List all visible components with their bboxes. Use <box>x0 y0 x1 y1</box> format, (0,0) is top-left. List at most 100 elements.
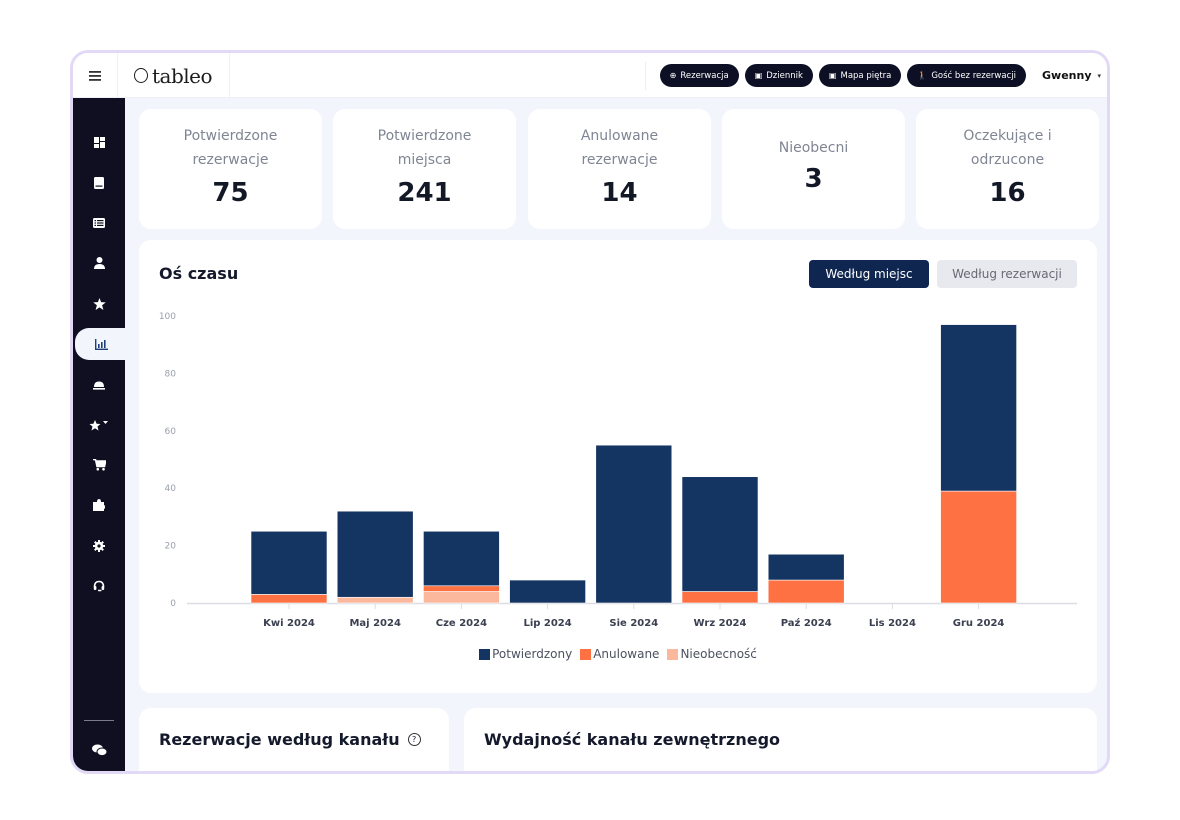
bar-segment-potwierdzony[interactable] <box>251 531 327 594</box>
stat-label: Potwierdzone miejsca <box>333 124 516 172</box>
x-tick-label: Kwi 2024 <box>263 618 315 629</box>
bar-segment-anulowane[interactable] <box>423 586 499 592</box>
top-actions: ⊕ Rezerwacja ▣ Dziennik ▣ Mapa piętra 🚶 … <box>645 53 1101 98</box>
bar-segment-potwierdzony[interactable] <box>941 325 1017 491</box>
divider <box>645 62 646 90</box>
logo-circle-icon <box>134 68 148 83</box>
channels-card: Rezerwacje według kanału ? <box>139 708 449 774</box>
diary-button[interactable]: ▣ Dziennik <box>745 64 813 87</box>
bar-segment-nieobecność[interactable] <box>423 592 499 603</box>
floor-map-label: Mapa piętra <box>840 71 891 81</box>
sidebar-item-book[interactable] <box>73 169 125 197</box>
channels-title-text: Rezerwacje według kanału <box>159 730 400 749</box>
y-tick-label: 80 <box>165 369 177 379</box>
bar-segment-potwierdzony[interactable] <box>682 477 758 592</box>
help-icon[interactable]: ? <box>408 733 421 746</box>
list-icon <box>93 218 105 228</box>
menu-button[interactable] <box>73 53 118 98</box>
top-bar: tableo ⊕ Rezerwacja ▣ Dziennik ▣ Mapa pi… <box>73 53 1107 98</box>
stat-value: 3 <box>722 164 905 194</box>
legend-swatch <box>580 649 591 660</box>
bar-segment-anulowane[interactable] <box>941 491 1017 603</box>
user-name: Gwenny <box>1042 69 1091 82</box>
bar-segment-potwierdzony[interactable] <box>423 531 499 586</box>
new-reservation-label: Rezerwacja <box>680 71 728 81</box>
bar-segment-anulowane[interactable] <box>768 580 844 603</box>
hamburger-icon <box>89 71 101 81</box>
diary-label: Dziennik <box>766 71 803 81</box>
sidebar-item-chat[interactable] <box>73 736 125 764</box>
legend-item-cancelled[interactable]: Anulowane <box>580 647 659 661</box>
sidebar-item-shop[interactable] <box>73 451 125 479</box>
sidebar <box>73 98 125 771</box>
x-tick-label: Lip 2024 <box>523 618 571 629</box>
bar-segment-anulowane[interactable] <box>682 592 758 603</box>
star-icon <box>93 298 106 310</box>
bar-segment-potwierdzony[interactable] <box>596 445 672 603</box>
user-icon <box>94 257 105 269</box>
bar-segment-anulowane[interactable] <box>251 594 327 603</box>
sidebar-item-reports[interactable] <box>75 328 127 360</box>
legend-item-confirmed[interactable]: Potwierdzony <box>479 647 572 661</box>
sidebar-item-support[interactable] <box>73 572 125 600</box>
external-channel-title: Wydajność kanału zewnętrznego <box>484 730 780 749</box>
y-tick-label: 60 <box>165 427 177 437</box>
x-tick-label: Lis 2024 <box>869 618 916 629</box>
walk-in-button[interactable]: 🚶 Gość bez rezerwacji <box>907 64 1026 87</box>
floor-map-button[interactable]: ▣ Mapa piętra <box>819 64 901 87</box>
stat-value: 16 <box>916 178 1099 208</box>
sidebar-item-favorites[interactable] <box>73 411 125 439</box>
bar-chart-icon <box>95 339 108 350</box>
sidebar-item-list[interactable] <box>73 209 125 237</box>
external-channel-card: Wydajność kanału zewnętrznego <box>464 708 1097 774</box>
x-tick-label: Wrz 2024 <box>694 618 747 629</box>
stat-card-confirmed-seats: Potwierdzone miejsca 241 <box>333 109 516 229</box>
sidebar-item-guests[interactable] <box>73 249 125 277</box>
sidebar-item-reviews[interactable] <box>73 290 125 318</box>
service-bell-icon <box>93 380 105 390</box>
bar-segment-nieobecność[interactable] <box>337 597 413 603</box>
x-tick-label: Paź 2024 <box>781 617 832 629</box>
chat-bubbles-icon <box>92 744 107 756</box>
cart-icon <box>93 459 106 471</box>
app-window: tableo ⊕ Rezerwacja ▣ Dziennik ▣ Mapa pi… <box>70 50 1110 774</box>
stat-label: Oczekujące i odrzucone <box>916 124 1099 172</box>
star-dropdown-icon <box>89 419 109 431</box>
sidebar-item-service[interactable] <box>73 371 125 399</box>
dashboard-icon <box>94 137 105 148</box>
legend-item-no-show[interactable]: Nieobecność <box>667 647 756 661</box>
timeline-card: 0 20 40 60 80 100 Kwi 2024 Maj 2024 Cze 2024 Lip … <box>139 240 1097 693</box>
stat-card-cancelled: Anulowane rezerwacje 14 <box>528 109 711 229</box>
sidebar-item-settings[interactable] <box>73 532 125 560</box>
y-tick-label: 0 <box>170 599 176 609</box>
floor-map-icon: ▣ <box>829 72 837 80</box>
stat-card-pending-rejected: Oczekujące i odrzucone 16 <box>916 109 1099 229</box>
stat-card-confirmed-reservations: Potwierdzone rezerwacje 75 <box>139 109 322 229</box>
sidebar-divider <box>84 720 114 721</box>
puzzle-icon <box>93 499 105 511</box>
new-reservation-button[interactable]: ⊕ Rezerwacja <box>660 64 739 87</box>
timeline-chart: 0 20 40 60 80 100 Kwi 2024 Maj 2024 Cze 2024 Lip … <box>139 240 1097 693</box>
x-tick-label: Sie 2024 <box>609 618 658 629</box>
by-seats-toggle[interactable]: Według miejsc <box>809 260 929 288</box>
x-tick-label: Gru 2024 <box>953 618 1005 629</box>
bar-segment-potwierdzony[interactable] <box>768 554 844 580</box>
y-tick-label: 20 <box>165 542 177 552</box>
x-tick-label: Maj 2024 <box>349 618 400 629</box>
bar-segment-potwierdzony[interactable] <box>337 511 413 597</box>
channels-title: Rezerwacje według kanału ? <box>159 730 421 749</box>
stat-value: 14 <box>528 178 711 208</box>
stat-value: 241 <box>333 178 516 208</box>
sidebar-item-dashboard[interactable] <box>73 128 125 156</box>
legend-label: Anulowane <box>593 647 659 661</box>
user-menu[interactable]: Gwenny ▾ <box>1042 69 1101 82</box>
chevron-down-icon: ▾ <box>1097 72 1101 80</box>
legend-swatch <box>667 649 678 660</box>
sidebar-item-integrations[interactable] <box>73 491 125 519</box>
logo[interactable]: tableo <box>118 53 230 98</box>
stat-card-no-shows: Nieobecni 3 <box>722 109 905 229</box>
main-content: Potwierdzone rezerwacje 75 Potwierdzone … <box>125 98 1107 771</box>
chart-legend: Potwierdzony Anulowane Nieobecność <box>139 647 1097 661</box>
by-reservations-toggle[interactable]: Według rezerwacji <box>937 260 1077 288</box>
bar-segment-potwierdzony[interactable] <box>510 580 586 603</box>
